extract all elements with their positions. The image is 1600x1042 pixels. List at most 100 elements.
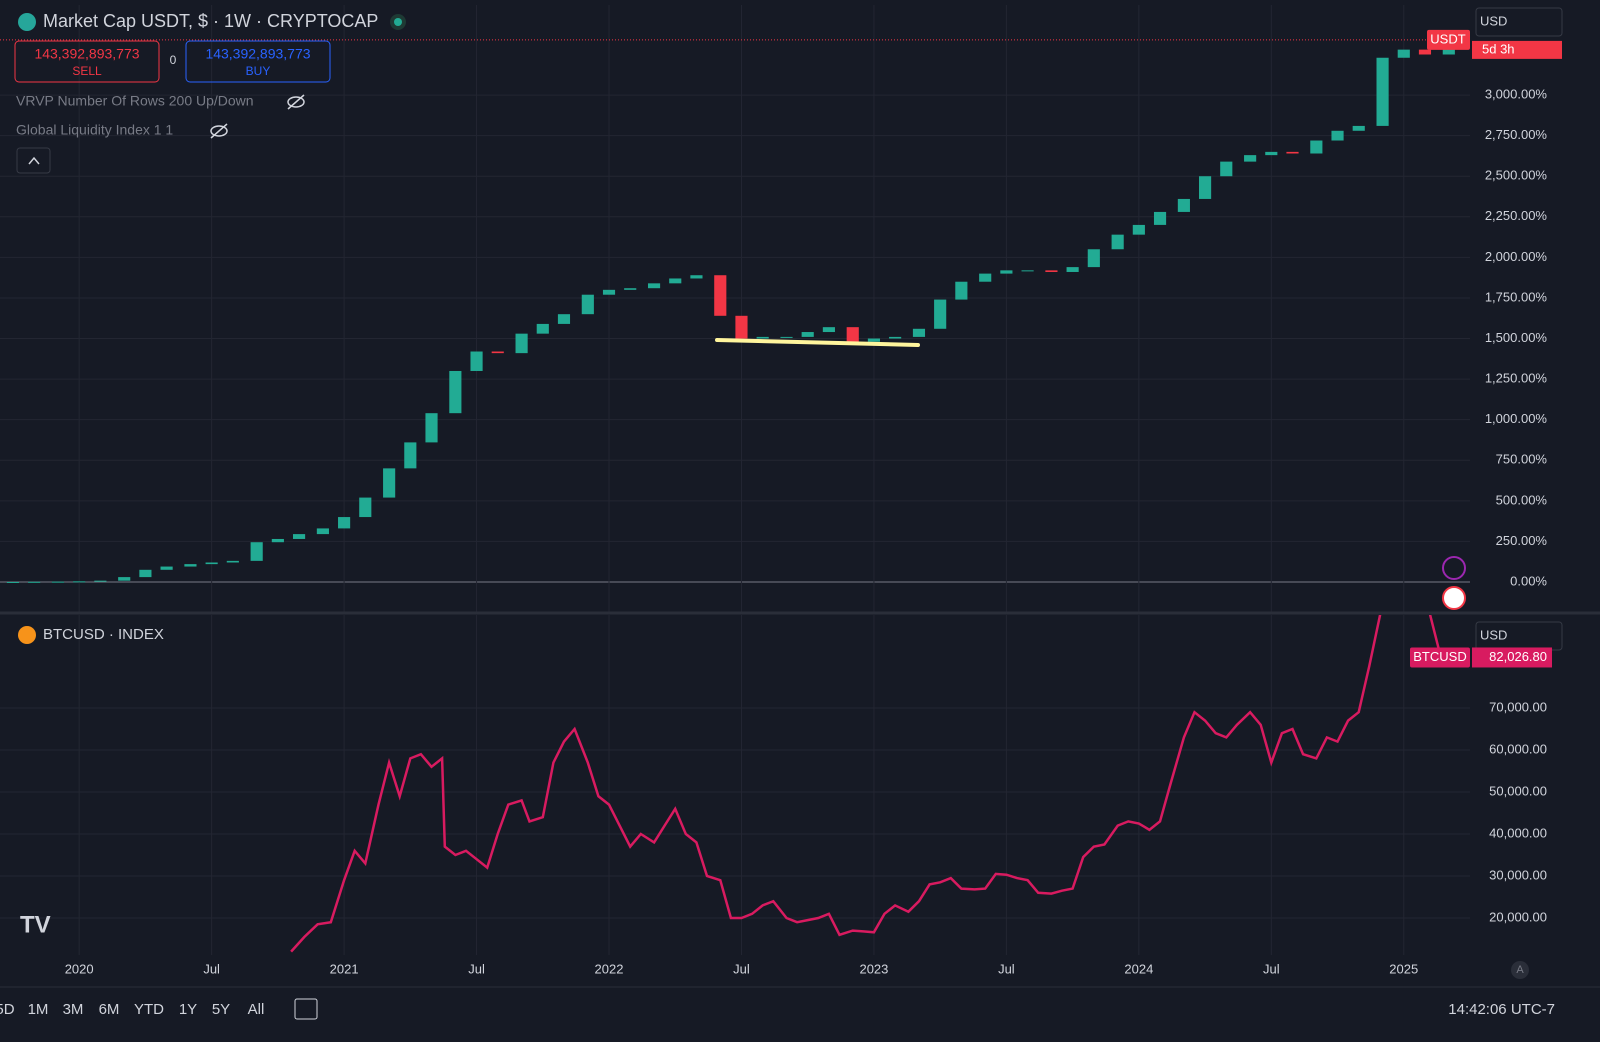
y-tick-label: 50,000.00 (1489, 783, 1547, 798)
countdown: 5d 3h (1482, 41, 1515, 56)
y-tick-label: 70,000.00 (1489, 699, 1547, 714)
y-tick-label: 40,000.00 (1489, 825, 1547, 840)
sell-label: SELL (72, 64, 102, 78)
x-tick-label: Jul (203, 961, 220, 976)
y-tick-label: 1,500.00% (1485, 330, 1548, 345)
candle (1310, 140, 1323, 154)
candle (1418, 49, 1432, 55)
candle (581, 294, 594, 315)
candle (1376, 57, 1389, 126)
countdown-tag (1472, 40, 1562, 59)
sell-price: 143,392,893,773 (34, 46, 139, 62)
spread: 0 (170, 53, 177, 67)
candle (934, 299, 947, 329)
candle (1066, 267, 1079, 272)
candle (226, 560, 239, 563)
x-tick-label: 2022 (595, 961, 624, 976)
candle (271, 538, 284, 543)
btc-title[interactable]: BTCUSD · INDEX (43, 626, 164, 643)
y-tick-label: 20,000.00 (1489, 909, 1547, 924)
range-button[interactable]: 5Y (212, 1001, 230, 1018)
y-tick-label: 2,000.00% (1485, 249, 1548, 264)
y-tick-label: 60,000.00 (1489, 741, 1547, 756)
pane-marks (6, 39, 1455, 583)
range-button[interactable]: All (248, 1001, 265, 1018)
range-button[interactable]: 3M (63, 1001, 84, 1018)
event-icon[interactable] (1442, 556, 1466, 580)
x-tick-label: Jul (1263, 961, 1280, 976)
candle (184, 564, 197, 567)
buy-button[interactable] (185, 40, 331, 83)
candle (1199, 176, 1212, 199)
candle (624, 288, 637, 290)
candle (889, 336, 902, 339)
currency: USD (1480, 13, 1507, 28)
y-tick-label: 1,750.00% (1485, 289, 1548, 304)
candle (515, 333, 528, 354)
range-button[interactable]: 1Y (179, 1001, 197, 1018)
candle (359, 497, 372, 518)
candle (338, 517, 351, 529)
candle (250, 542, 263, 561)
currency-select[interactable] (1475, 7, 1563, 37)
candle (470, 351, 483, 371)
series-tag-label: BTCUSD (1413, 649, 1466, 664)
price-line (290, 615, 1443, 953)
candle (955, 281, 968, 300)
candle (383, 468, 396, 498)
flag-icon[interactable] (1442, 586, 1466, 610)
pane-marks (290, 615, 1443, 953)
candle (1153, 211, 1167, 225)
candle (1177, 198, 1190, 212)
candle (780, 336, 793, 338)
candle (1111, 234, 1124, 250)
y-tick-label: 1,250.00% (1485, 371, 1548, 386)
candle (1132, 224, 1145, 235)
status-dot (394, 18, 402, 26)
y-tick-label: 1,000.00% (1485, 411, 1548, 426)
candle (94, 580, 107, 582)
candle (1397, 49, 1410, 58)
candle (160, 566, 173, 570)
candle (979, 273, 992, 282)
x-tick-label: 2020 (65, 961, 94, 976)
collapse-icon (28, 156, 40, 165)
y-tick-label: 2,250.00% (1485, 208, 1548, 223)
candle (1045, 270, 1058, 272)
currency: USD (1480, 627, 1507, 642)
symbol-title[interactable]: Market Cap USDT, $ · 1W · CRYPTOCAP (43, 11, 378, 31)
candle (491, 351, 504, 354)
sell-button[interactable] (14, 40, 160, 83)
collapse-button[interactable] (16, 147, 51, 174)
range-button[interactable]: 1M (28, 1001, 49, 1018)
x-tick-label: 2021 (330, 961, 359, 976)
auto-scale: A (1516, 964, 1524, 976)
last-value-tag (1472, 647, 1552, 668)
candle (1087, 249, 1100, 268)
auto-scale-button[interactable] (1511, 961, 1529, 979)
hidden-icons (210, 94, 305, 139)
range-button[interactable]: 6M (99, 1001, 120, 1018)
range-button[interactable]: YTD (134, 1001, 164, 1018)
y-tick-label: 2,500.00% (1485, 168, 1548, 183)
indicator-label[interactable]: VRVP Number Of Rows 200 Up/Down (16, 93, 254, 109)
candle (1220, 161, 1233, 177)
candle (1331, 130, 1344, 141)
range-button[interactable]: 5D (0, 1001, 15, 1018)
buy-label: BUY (246, 64, 271, 78)
indicator-label[interactable]: Global Liquidity Index 1 1 (16, 122, 173, 138)
candle (912, 328, 926, 337)
candle (822, 327, 835, 333)
y-tick-label: 3,000.00% (1485, 87, 1548, 102)
x-tick-label: 2025 (1389, 961, 1418, 976)
y-tick-label: 30,000.00 (1489, 867, 1547, 882)
symbol-icon (18, 13, 36, 31)
candle (735, 315, 748, 339)
candle (536, 323, 549, 334)
y-tick-label: 500.00% (1496, 492, 1548, 507)
trend-line[interactable] (715, 338, 920, 347)
candle (73, 581, 86, 583)
date-range-icon[interactable] (294, 998, 318, 1020)
